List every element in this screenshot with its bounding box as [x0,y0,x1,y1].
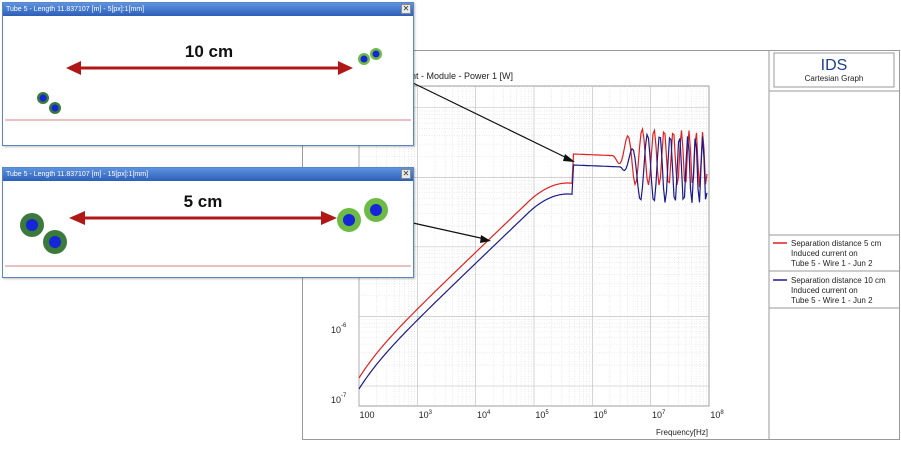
legend-label: Separation distance 10 cm [791,276,886,285]
graph-svg: IDS Cartesian Graph Separation distance … [331,51,899,439]
x-tick-label: 105 [535,410,549,420]
close-icon[interactable]: ✕ [401,4,411,14]
x-tick-exponent: 6 [604,410,608,416]
x-axis-label: Frequency[Hz] [656,428,708,437]
window-titlebar[interactable]: Tube 5 - Length 11.837107 [m] - 5[px]:1[… [3,3,413,16]
window-titlebar[interactable]: Tube 5 - Length 11.837107 [m] - 15[px]:1… [3,168,413,181]
x-tick-label: 104 [477,410,491,420]
x-tick-exponent: 7 [662,410,666,416]
annotation-arrows [412,82,575,243]
chart-title: nt - Module - Power 1 [W] [411,71,513,81]
legend-entry-10cm: Separation distance 10 cm Induced curren… [773,276,886,305]
arrow-head-left [66,61,81,75]
conductor-core [26,219,38,231]
logo-subtitle: Cartesian Graph [805,74,864,83]
legend-label: Induced current on [791,286,858,295]
x-tick-label: 106 [594,410,608,420]
legend-label: Tube 5 - Wire 1 - Jun 2 [791,296,873,305]
arrow-head-right [321,211,337,225]
x-tick-exponent: 5 [545,410,549,416]
ids-logo-box [773,52,895,88]
window-title: Tube 5 - Length 11.837107 [m] - 15[px]:1… [6,171,149,178]
x-tick-label: 100 [359,410,374,420]
conductor-core [360,55,368,63]
cartesian-graph-panel: IDS Cartesian Graph Separation distance … [302,50,900,440]
y-tick-label: 10-6 [331,323,347,335]
window-canvas: 5 cm [3,182,413,277]
y-tick-labels: 10-6 10-7 [331,323,347,405]
legend-label: Induced current on [791,249,858,258]
window-title: Tube 5 - Length 11.837107 [m] - 5[px]:1[… [6,6,145,13]
conductor-core [343,214,355,226]
conductor-core [51,104,59,112]
arrow-head-left [69,211,85,225]
arrow-head [563,154,575,162]
conductor-core [370,204,382,216]
y-tick-exponent: -6 [341,323,347,329]
legend-label: Separation distance 5 cm [791,239,882,248]
series-line-5cm [358,126,708,379]
y-tick-exponent: -7 [341,393,347,399]
distance-label: 5 cm [184,192,223,211]
conductor-core [372,50,380,58]
arrow-head [480,235,491,243]
legend-label: Tube 5 - Wire 1 - Jun 2 [791,259,873,268]
arrow-10cm [412,82,570,160]
close-icon[interactable]: ✕ [401,169,411,179]
distance-label: 10 cm [185,42,233,61]
arrow-head-right [338,61,353,75]
ids-logo: IDS [821,57,848,74]
tube-window-10cm[interactable]: Tube 5 - Length 11.837107 [m] - 5[px]:1[… [2,2,414,146]
x-tick-label: 103 [419,410,433,420]
x-tick-exponent: 3 [429,410,433,416]
window-canvas: 10 cm [3,17,413,145]
grid [358,86,709,406]
arrow-5cm [412,222,486,240]
conductor-core [49,236,61,248]
series-line-10cm [358,132,708,390]
conductor-core [39,94,47,102]
x-tick-labels: 100 103 104 105 106 107 108 [359,410,724,420]
x-tick-label: 107 [652,410,666,420]
x-tick-exponent: 4 [487,410,491,416]
x-tick-label: 108 [710,410,724,420]
legend-entry-5cm: Separation distance 5 cm Induced current… [773,239,882,268]
y-tick-label: 10-7 [331,393,347,405]
tube-window-5cm[interactable]: Tube 5 - Length 11.837107 [m] - 15[px]:1… [2,167,414,278]
x-tick-exponent: 8 [720,410,724,416]
